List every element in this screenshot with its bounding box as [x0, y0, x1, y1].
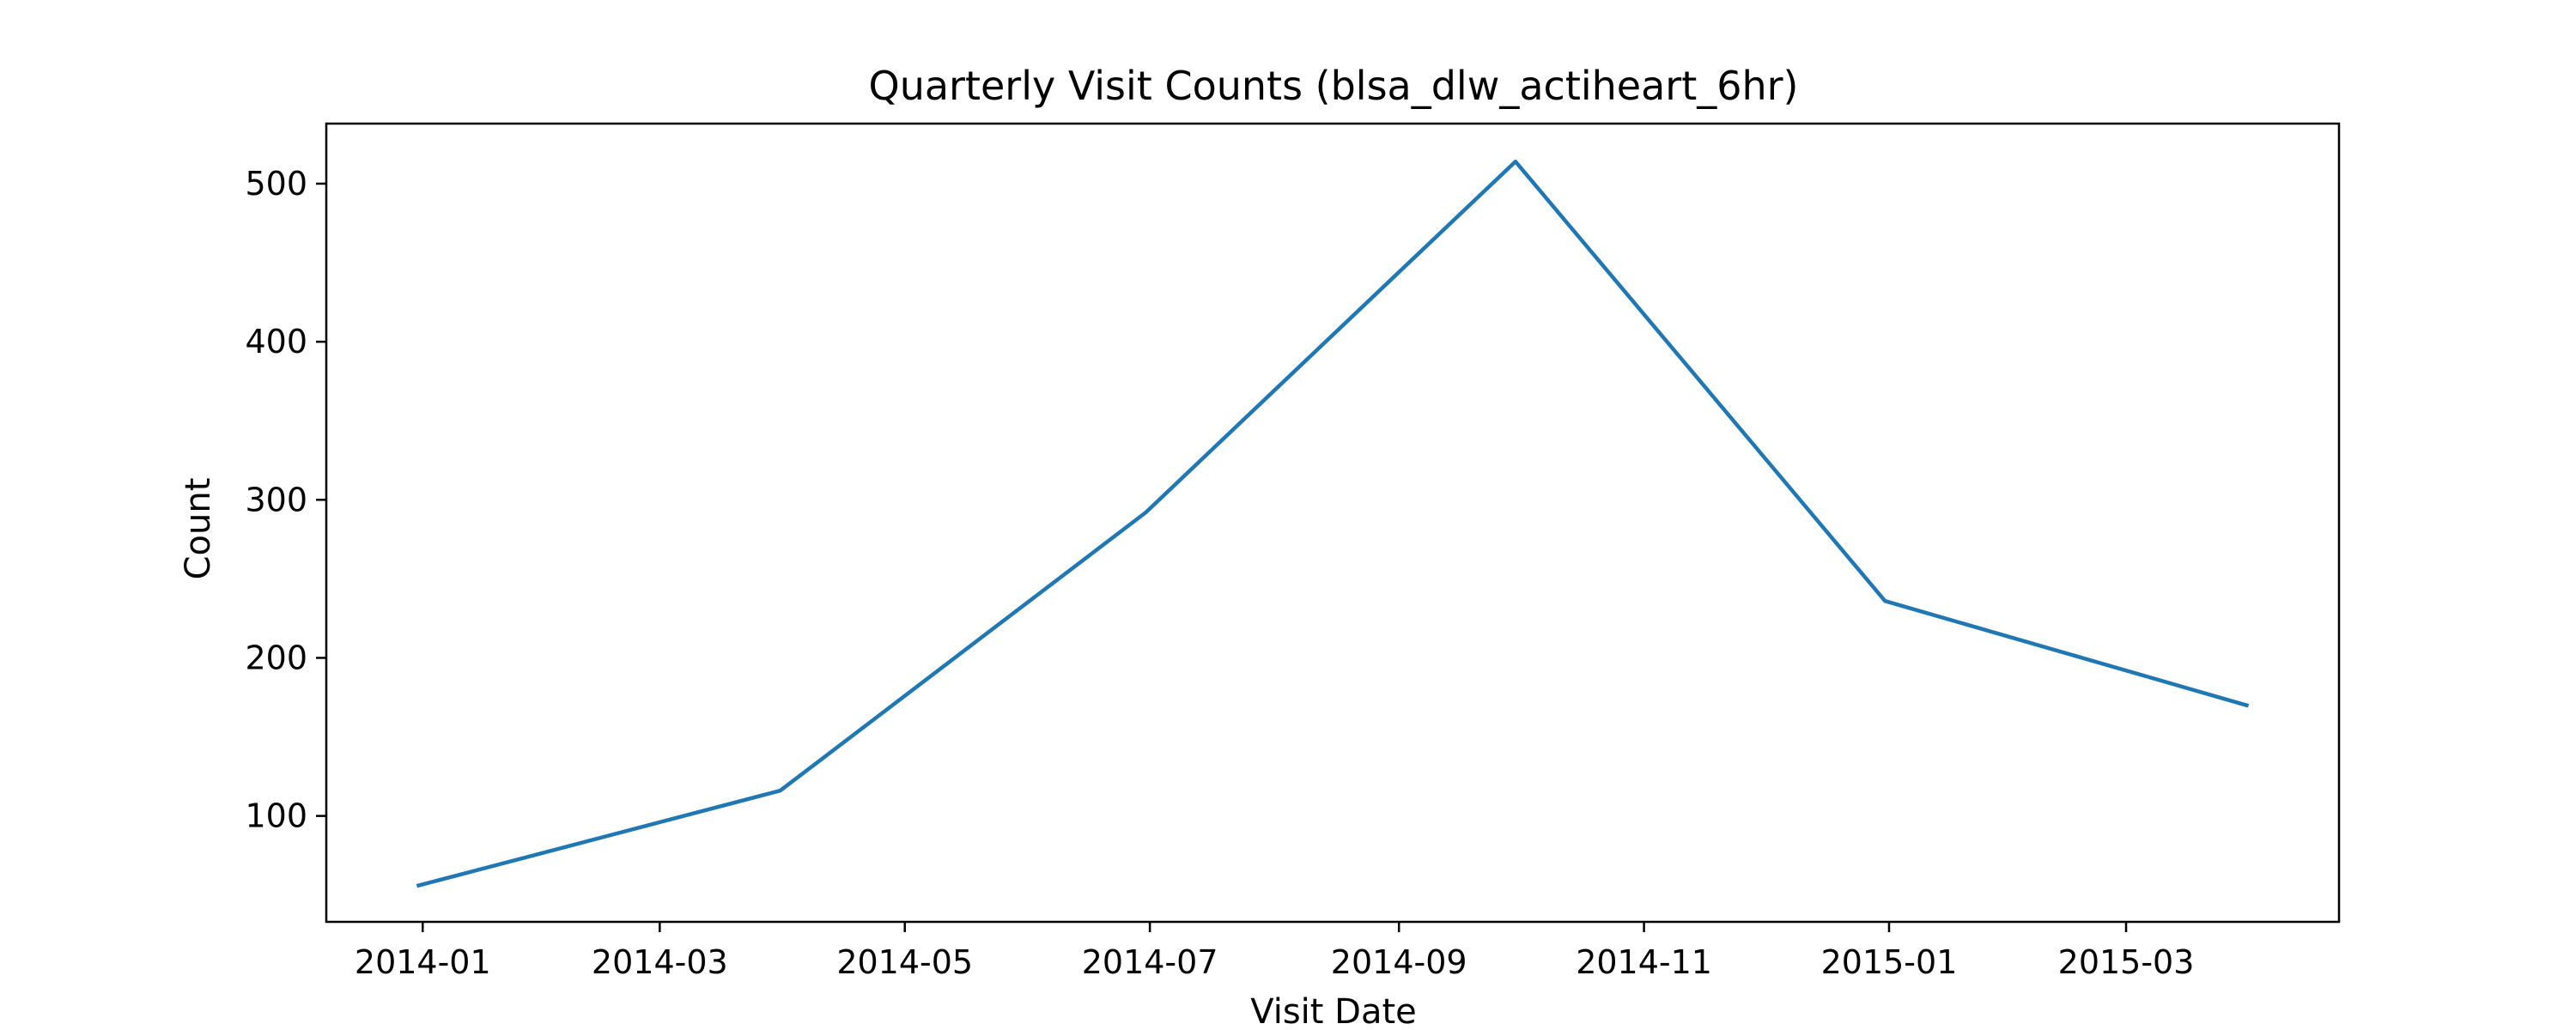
plot-area: 2014-01 2014-03 2014-05 2014-07 2014-09 2014-…: [245, 122, 2341, 981]
chart-title: Quarterly Visit Counts (blsa_dlw_actihea…: [868, 63, 1798, 109]
y-tick-label: 500: [245, 165, 307, 203]
x-tick-label: 2014-03: [592, 943, 728, 981]
y-tick-label: 100: [245, 797, 307, 835]
y-axis-label: Count: [179, 478, 218, 580]
y-tick-label: 200: [245, 639, 307, 676]
x-tick-label: 2014-05: [836, 943, 973, 981]
x-tick-label: 2014-01: [355, 943, 491, 981]
x-tick-label: 2014-07: [1082, 943, 1218, 981]
y-tick-label: 400: [245, 323, 307, 360]
x-tick-label: 2014-11: [1576, 943, 1712, 981]
series-line: [416, 159, 2250, 888]
x-tick-label: 2015-01: [1821, 943, 1958, 981]
y-tick-label: 300: [245, 481, 307, 518]
x-tick-label: 2014-09: [1331, 943, 1467, 981]
x-axis-label: Visit Date: [1250, 992, 1417, 1030]
x-tick-label: 2015-03: [2058, 943, 2195, 981]
axes-frame: [325, 122, 2341, 924]
